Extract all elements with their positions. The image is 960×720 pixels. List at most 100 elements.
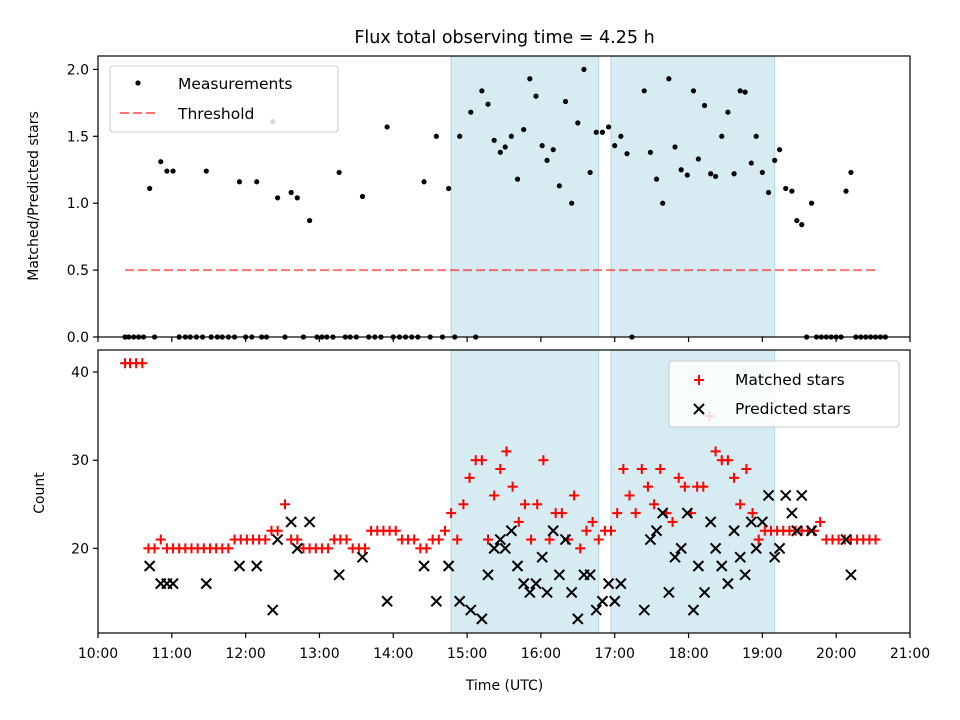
predicted-star-point: [465, 604, 477, 616]
measurement-point: [359, 193, 366, 200]
matched-star-point: [464, 472, 475, 483]
predicted-star-point: [650, 525, 663, 537]
matched-star-point: [710, 446, 721, 457]
predicted-star-point: [553, 569, 566, 581]
predicted-star-point: [698, 586, 711, 599]
measurement-point: [624, 151, 630, 157]
measurement-point: [647, 149, 654, 155]
predicted-star-point: [609, 595, 621, 607]
measurement-point: [491, 137, 497, 143]
top-shaded-interval: [450, 55, 600, 338]
measurement-point: [521, 126, 527, 133]
measurement-point: [514, 176, 521, 182]
bottom-shaded-interval: [450, 349, 600, 634]
measurement-point: [737, 88, 743, 94]
measurement-point: [336, 169, 342, 176]
measurement-point: [468, 109, 474, 115]
predicted-star-point: [762, 489, 775, 502]
measurement-point: [753, 133, 759, 139]
matched-star-point: [390, 525, 401, 536]
measurement-point: [556, 183, 562, 189]
bottom-y-tick-label: 40: [71, 365, 89, 381]
predicted-star-point: [482, 569, 494, 581]
measurement-point: [719, 133, 725, 139]
predicted-star-point: [657, 507, 669, 519]
measurement-point: [384, 124, 390, 130]
measurement-point: [725, 109, 731, 115]
measurement-point: [742, 89, 748, 95]
matched-star-point: [630, 508, 641, 519]
predicted-star-point: [547, 525, 559, 537]
predicted-star-point: [524, 586, 536, 599]
x-axis-label: Time (UTC): [465, 678, 543, 694]
measurement-point: [843, 188, 849, 194]
matched-star-point: [544, 534, 555, 545]
bottom-legend-box: [668, 360, 900, 428]
predicted-star-point: [381, 595, 393, 607]
measurement-point: [533, 93, 539, 99]
x-tick-label: 12:00: [225, 646, 265, 662]
predicted-star-point: [663, 586, 675, 599]
x-tick-label: 21:00: [890, 646, 930, 662]
matched-star-point: [513, 516, 524, 527]
predicted-star-point: [584, 569, 596, 581]
matched-star-point: [519, 499, 530, 510]
matched-star-point: [612, 508, 623, 519]
matched-star-point: [649, 499, 660, 510]
measurement-point: [485, 101, 491, 107]
predicted-star-point: [200, 577, 212, 590]
top-y-tick-label: 0.5: [67, 263, 89, 279]
top-legend-box: [109, 65, 339, 133]
top-y-tick-label: 1.0: [67, 196, 89, 212]
matched-star-point: [815, 516, 826, 527]
predicted-star-point: [692, 560, 705, 572]
top-plot-frame: [97, 55, 911, 338]
measurement-point: [731, 171, 737, 177]
predicted-star-point: [333, 569, 345, 581]
legend-predicted-stars-marker: [693, 403, 705, 415]
predicted-star-point: [494, 533, 507, 546]
matched-star-point: [593, 534, 604, 545]
predicted-star-point: [750, 542, 762, 555]
measurement-point: [678, 167, 684, 173]
matched-star-point: [341, 534, 352, 545]
predicted-star-point: [669, 551, 681, 563]
matched-star-point: [137, 358, 148, 369]
measurement-point: [776, 147, 783, 153]
predicted-star-point: [251, 560, 263, 572]
predicted-star-point: [739, 569, 751, 581]
measurement-point: [164, 168, 170, 174]
predicted-star-point: [559, 533, 572, 546]
matched-star-point: [292, 534, 303, 545]
predicted-star-point: [644, 533, 657, 546]
predicted-star-point: [638, 604, 650, 616]
x-tick-label: 14:00: [373, 646, 413, 662]
legend-predicted-stars-label: Predicted stars: [735, 400, 851, 418]
matched-star-point: [489, 490, 500, 501]
predicted-star-point: [454, 595, 466, 607]
matched-star-point: [556, 508, 567, 519]
predicted-star-point: [780, 489, 792, 502]
measurement-point: [421, 179, 427, 185]
measurement-point: [701, 102, 708, 109]
measurement-point: [848, 169, 854, 176]
measurement-point: [236, 179, 243, 185]
x-tick-label: 17:00: [595, 646, 635, 662]
measurement-point: [275, 195, 281, 201]
predicted-star-point: [845, 569, 857, 581]
predicted-star-point: [840, 533, 852, 546]
measurement-point: [599, 129, 606, 135]
measurement-point: [158, 159, 164, 165]
matched-star-point: [409, 534, 420, 545]
predicted-star-point: [499, 542, 511, 555]
measurement-point: [799, 222, 805, 228]
predicted-star-point: [356, 551, 369, 563]
predicted-star-point: [722, 577, 734, 590]
measurement-point: [307, 217, 313, 224]
predicted-star-point: [602, 577, 615, 590]
predicted-star-point: [796, 489, 808, 502]
measurement-point: [794, 217, 800, 224]
predicted-star-point: [541, 586, 553, 599]
predicted-star-point: [476, 613, 488, 625]
top-y-tick-label: 2.0: [67, 62, 89, 78]
